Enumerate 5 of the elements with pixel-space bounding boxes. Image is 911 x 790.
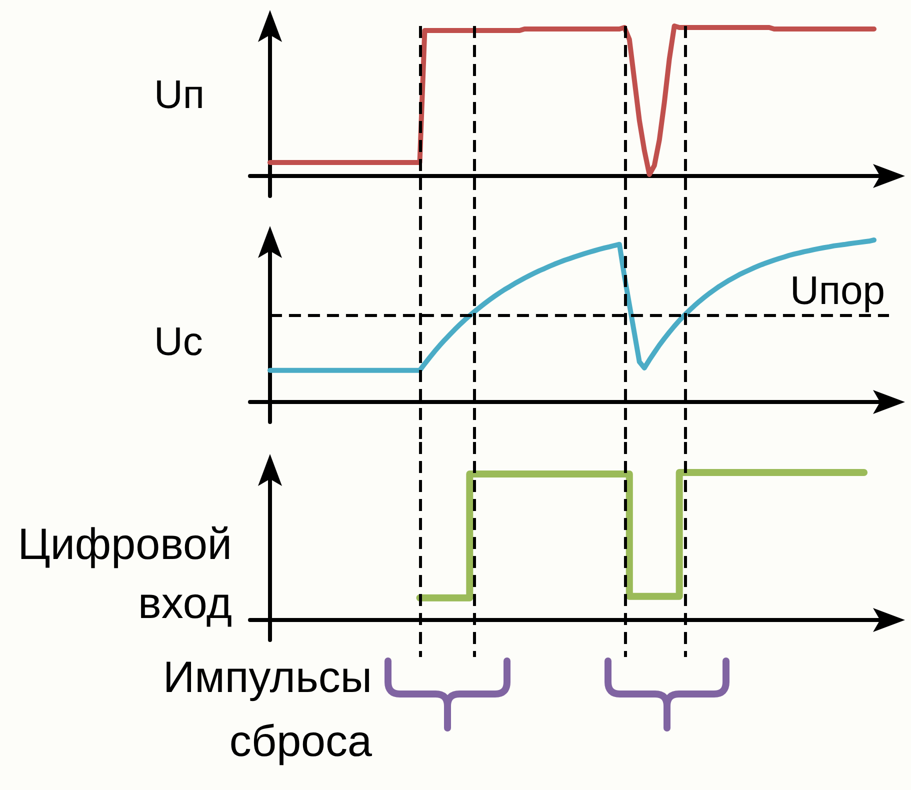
text: Импульсы сброса	[162, 652, 372, 768]
y-axis-title: Uс	[154, 319, 204, 366]
y-axis-title: Uп	[154, 72, 206, 119]
y-axis-title: Цифровой вход	[16, 519, 232, 630]
ref-line-label: Uпор	[790, 269, 885, 314]
